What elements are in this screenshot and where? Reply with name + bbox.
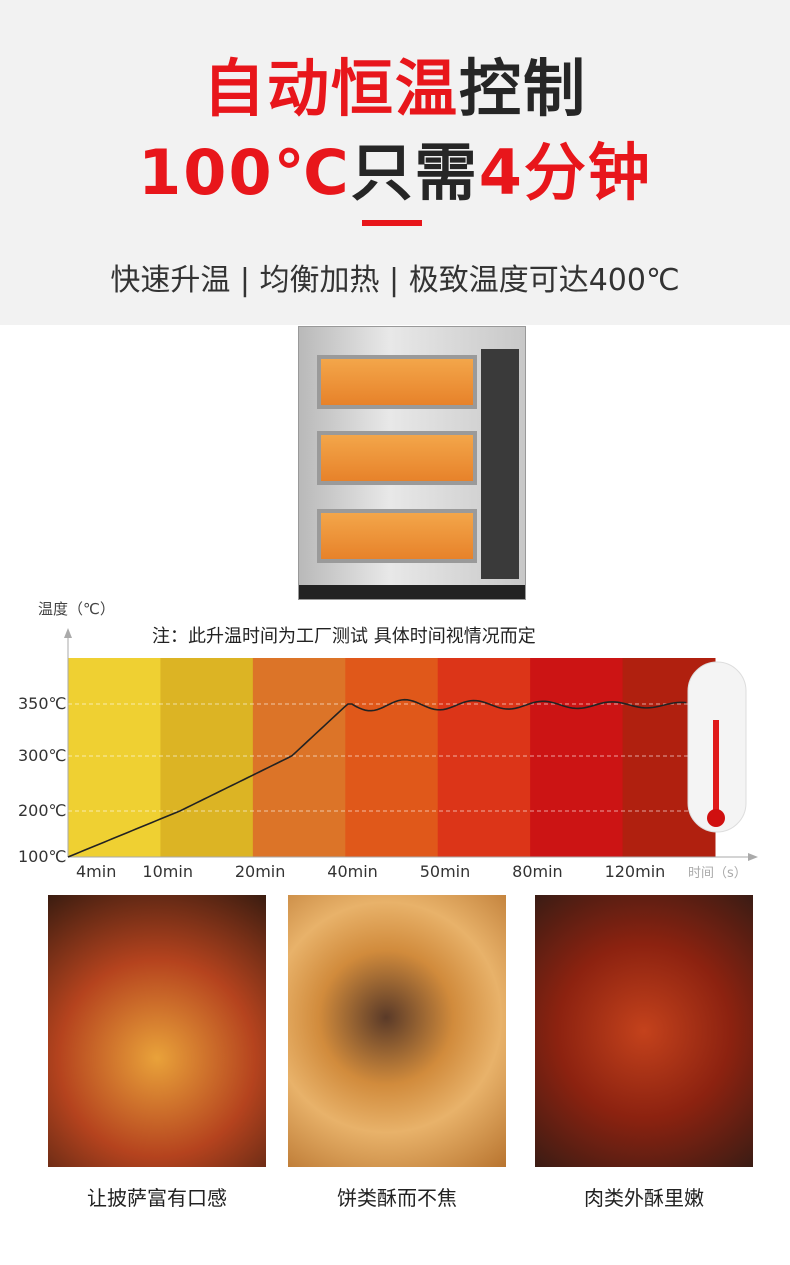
x-tick-label: 50min xyxy=(419,862,471,881)
x-tick-label: 4min xyxy=(76,862,117,881)
x-tick-label: 80min xyxy=(512,862,563,881)
x-axis-arrow xyxy=(748,853,758,861)
chart-band xyxy=(530,658,624,857)
y-axis-label: 温度（℃） xyxy=(38,600,115,618)
chart-band xyxy=(68,658,161,857)
oven-deck xyxy=(317,509,477,563)
chart-note: 注：此升温时间为工厂测试 具体时间视情况而定 xyxy=(152,626,536,647)
y-tick-label: 100℃ xyxy=(18,847,67,866)
control-panel xyxy=(481,349,519,579)
chicken-wings-photo xyxy=(535,895,753,1167)
headline-dark: 只需 xyxy=(350,136,479,209)
chart-band xyxy=(252,658,346,857)
headline-red: 4分钟 xyxy=(478,136,652,209)
thermometer-mercury xyxy=(713,720,719,815)
y-tick-label: 350℃ xyxy=(18,694,67,713)
x-axis-label: 时间（s） xyxy=(688,866,747,881)
caption-pizza: 让披萨富有口感 xyxy=(87,1186,227,1210)
temperature-chart xyxy=(64,628,758,861)
y-tick-label: 300℃ xyxy=(18,746,67,765)
y-tick-label: 200℃ xyxy=(18,801,67,820)
chart-band xyxy=(160,658,254,857)
divider xyxy=(362,220,422,226)
subtitle: 快速升温 | 均衡加热 | 极致温度可达400℃ xyxy=(110,263,680,298)
headline-red: 100℃ xyxy=(138,136,351,209)
x-tick-label: 40min xyxy=(327,862,378,881)
caption-meat: 肉类外酥里嫩 xyxy=(584,1186,704,1210)
x-tick-label: 20min xyxy=(234,862,286,881)
oven-deck xyxy=(317,355,477,409)
y-axis-arrow xyxy=(64,628,72,638)
oven-base xyxy=(299,585,525,599)
caption-pastry: 饼类酥而不焦 xyxy=(337,1186,457,1210)
x-tick-label: 10min xyxy=(142,862,193,881)
x-tick-label: 120min xyxy=(604,862,666,881)
thermometer-bulb xyxy=(707,809,725,827)
oven-deck xyxy=(317,431,477,485)
chart-band xyxy=(345,658,439,857)
chart-band xyxy=(437,658,531,857)
header-banner xyxy=(0,0,790,325)
oven-image xyxy=(298,326,526,600)
headline-1: 自动恒温控制 xyxy=(0,38,790,128)
pizza-photo xyxy=(48,895,266,1167)
headline-2: 100℃只需4分钟 xyxy=(0,122,790,212)
pastry-photo xyxy=(288,895,506,1167)
headline-red: 自动恒温 xyxy=(202,52,459,125)
headline-dark: 控制 xyxy=(459,52,588,125)
temperature-line xyxy=(67,698,687,858)
